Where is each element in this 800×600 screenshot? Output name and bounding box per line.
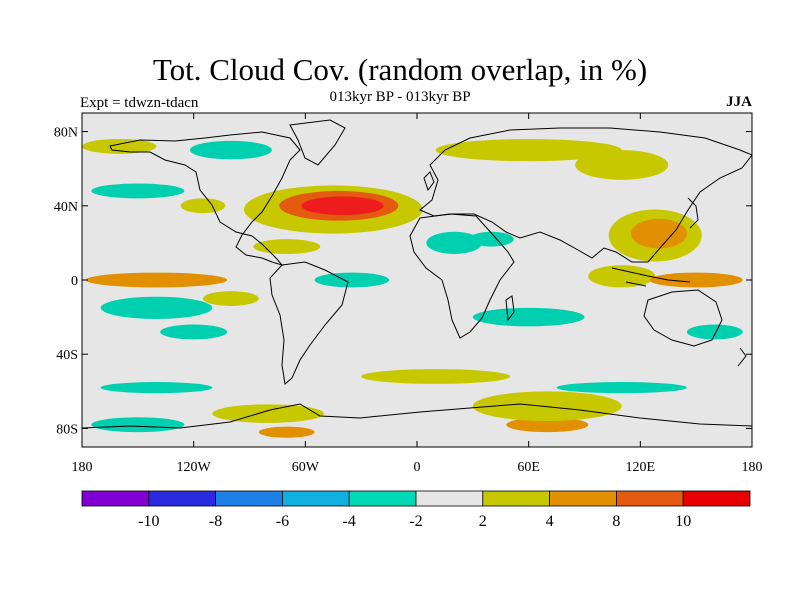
anomaly-siberia	[575, 150, 669, 180]
coastline-japan	[687, 197, 699, 229]
colorbar-label: -8	[209, 513, 222, 530]
lon-tick-label: 120E	[626, 460, 656, 475]
colorbar-label: -2	[409, 513, 422, 530]
anomaly-arctic-band	[435, 138, 622, 162]
colorbar-label: 10	[675, 513, 691, 530]
colorbar-swatch	[81, 490, 150, 507]
coastline-british-isles	[423, 171, 435, 192]
colorbar-label: -10	[138, 513, 159, 530]
colorbar: -10 -8 -6 -4 -2 2 4 8 10	[81, 490, 751, 530]
coastline-greenland	[289, 119, 346, 166]
chart-title: Tot. Cloud Cov. (random overlap, in %)	[152, 52, 648, 87]
anomaly-north-pacific-teal	[91, 183, 185, 199]
chart-subtitle: 013kyr BP - 013kyr BP	[329, 89, 471, 105]
colorbar-swatch	[682, 490, 751, 507]
colorbar-swatch	[215, 490, 283, 507]
anomaly-layer	[82, 138, 743, 438]
coastline-south-america	[269, 261, 349, 385]
anomaly-equator-pacific-e	[85, 272, 228, 288]
colorbar-swatch	[616, 490, 684, 507]
experiment-label: Expt = tdwzn-tdacn	[80, 95, 199, 111]
anomaly-west-pacific-teal	[686, 324, 743, 340]
anomaly-south-ocean-yellow-2	[212, 404, 324, 423]
season-label: JJA	[726, 94, 752, 110]
coastline-antarctica	[82, 403, 752, 429]
anomaly-atlantic-teal-tropic	[314, 272, 390, 288]
anomaly-south-indian-teal-2	[556, 382, 687, 394]
colorbar-label: -6	[276, 513, 289, 530]
colorbar-swatch	[348, 490, 417, 507]
anomaly-indonesia	[588, 265, 656, 288]
anomaly-south-indian-teal	[472, 307, 585, 327]
coastline-layer	[82, 119, 752, 429]
coastline-africa	[409, 213, 515, 339]
colorbar-label: 8	[612, 513, 620, 530]
anomaly-north-pacific-yellow	[82, 138, 157, 154]
coastline-new-zealand	[737, 347, 747, 367]
lat-tick-label: 40S	[56, 348, 78, 363]
anomaly-equator-pacific-w	[649, 272, 743, 288]
coastline-eurasia	[419, 127, 752, 263]
lon-tick-label: 60W	[292, 460, 320, 475]
colorbar-label: -4	[343, 513, 356, 530]
coastline-indonesia	[611, 267, 691, 287]
latitude-axis: 80N 40N 0 40S 80S	[54, 126, 752, 437]
lon-tick-label: 120W	[177, 460, 212, 475]
longitude-axis: 180 120W 60W 0 60E 120E 180	[72, 113, 763, 475]
lat-tick-label: 0	[71, 274, 78, 289]
colorbar-label: 2	[479, 513, 487, 530]
anomaly-africa-teal	[426, 231, 483, 255]
anomaly-south-ocean-yellow	[472, 391, 622, 422]
lat-tick-label: 40N	[54, 200, 78, 215]
coastline-australia	[643, 289, 723, 347]
lon-tick-label: 0	[414, 460, 421, 475]
anomaly-south-pacific-teal	[100, 296, 213, 319]
lon-tick-label: 180	[72, 460, 93, 475]
colorbar-swatch	[549, 490, 617, 507]
lat-tick-label: 80S	[56, 422, 78, 437]
colorbar-swatch	[281, 490, 350, 507]
anomaly-south-ocean-orange	[506, 417, 589, 433]
anomaly-china	[631, 218, 687, 249]
coastline-north-america	[109, 131, 301, 266]
lon-tick-label: 60E	[517, 460, 540, 475]
anomaly-south-atlantic-yellow	[361, 369, 511, 384]
colorbar-swatch	[482, 490, 550, 507]
anomaly-south-ocean-teal-2	[91, 417, 185, 433]
anomaly-south-ocean-teal	[100, 382, 213, 394]
anomaly-canada-teal	[189, 140, 272, 160]
colorbar-label: 4	[546, 513, 554, 530]
anomaly-usa-yellow	[180, 198, 226, 214]
lat-tick-label: 80N	[54, 126, 78, 141]
colorbar-swatch	[148, 490, 217, 507]
anomaly-north-atlantic-max	[301, 196, 384, 216]
anomaly-antarctic-orange	[258, 426, 315, 438]
anomaly-east-pacific-yellow	[202, 291, 259, 306]
colorbar-swatch	[415, 490, 484, 507]
lon-tick-label: 180	[742, 460, 763, 475]
anomaly-south-pacific-teal-2	[160, 324, 228, 340]
anomaly-central-america-yellow	[253, 239, 321, 255]
coastline-madagascar	[505, 295, 515, 322]
